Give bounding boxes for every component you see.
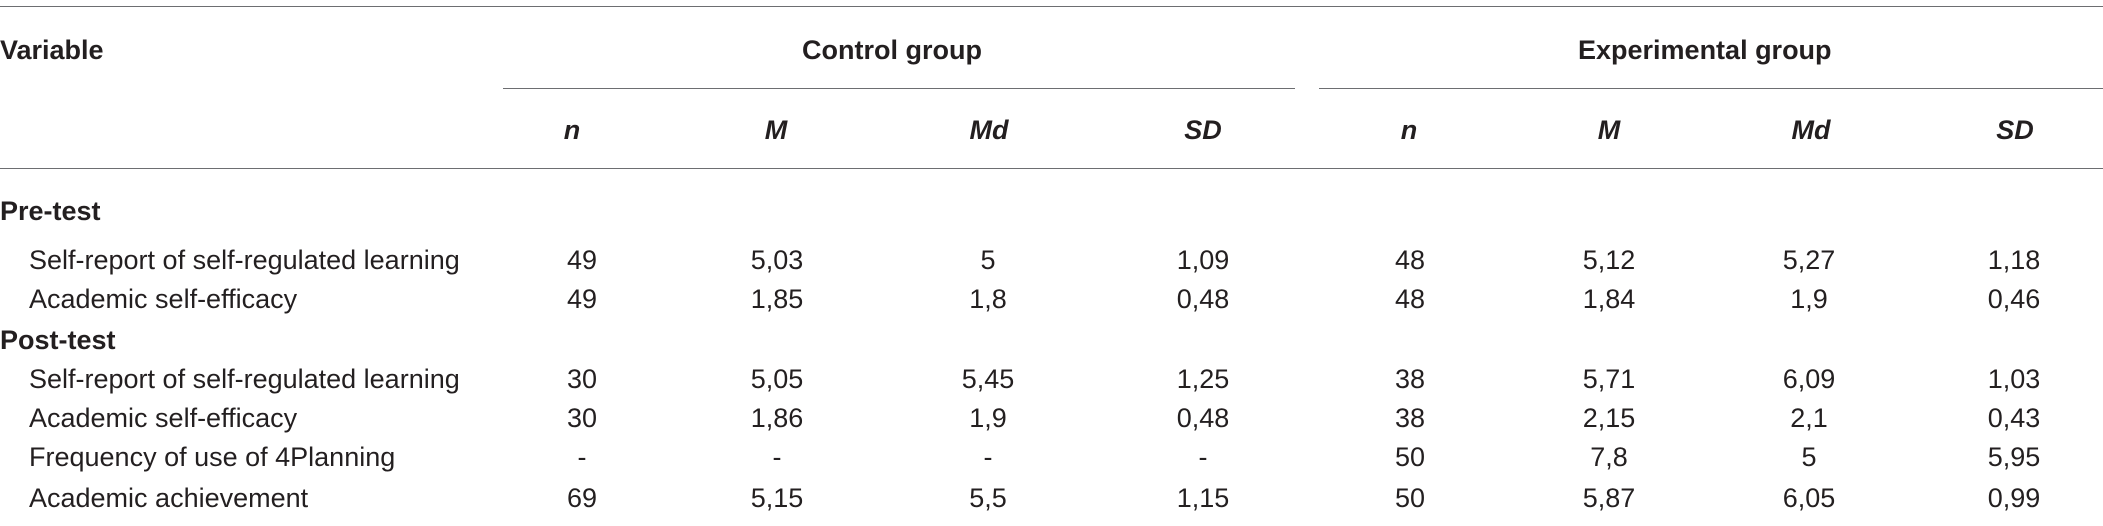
cell: - [983,442,993,472]
cell: 1,18 [1987,245,2041,275]
cell: 5,05 [750,364,804,394]
cell: 6,05 [1782,483,1836,513]
cell: 2,1 [1790,403,1828,433]
section-label: Pre-test [0,196,101,226]
cell: 1,9 [969,403,1007,433]
cell: 1,9 [1790,284,1828,314]
col-header-md-control: Md [969,115,1009,145]
cell: 49 [566,284,598,314]
cell: 5,45 [961,364,1015,394]
cell: 0,46 [1987,284,2041,314]
cell: 30 [566,403,598,433]
section-label: Post-test [0,325,116,355]
cell: 5,95 [1987,442,2041,472]
cell: 1,85 [750,284,804,314]
col-header-n-experimental: n [1400,115,1418,145]
cell: 5,15 [750,483,804,513]
col-header-m-experimental: M [1597,115,1621,145]
cell: 48 [1394,245,1426,275]
cell: 1,84 [1582,284,1636,314]
cell: 49 [566,245,598,275]
col-header-n-control: n [563,115,581,145]
cell: - [1198,442,1208,472]
cell: 48 [1394,284,1426,314]
cell: - [772,442,782,472]
cell: 6,09 [1782,364,1836,394]
cell: 0,43 [1987,403,2041,433]
variable-header: Variable [0,35,104,65]
col-header-m-control: M [764,115,788,145]
cell: 0,48 [1176,403,1230,433]
row-variable: Self-report of self-regulated learning [29,245,460,275]
row-variable: Self-report of self-regulated learning [29,364,460,394]
row-variable: Frequency of use of 4Planning [29,442,396,472]
cell: 50 [1394,442,1426,472]
row-variable: Academic self-efficacy [29,284,298,314]
cell: 1,86 [750,403,804,433]
cell: 5 [1801,442,1817,472]
cell: 0,99 [1987,483,2041,513]
cell: 0,48 [1176,284,1230,314]
cell: 2,15 [1582,403,1636,433]
col-header-sd-control: SD [1184,115,1222,145]
cell: 7,8 [1590,442,1628,472]
experimental-group-header: Experimental group [1578,35,1832,65]
cell: 1,25 [1176,364,1230,394]
cell: 69 [566,483,598,513]
experimental-group-rule [1319,88,2103,89]
cell: 5,03 [750,245,804,275]
cell: 5,5 [969,483,1007,513]
control-group-header: Control group [802,35,982,65]
cell: 5,12 [1582,245,1636,275]
cell: 5,71 [1582,364,1636,394]
cell: 1,8 [969,284,1007,314]
cell: - [577,442,587,472]
cell: 5,87 [1582,483,1636,513]
row-variable: Academic achievement [29,483,309,513]
header-bottom-rule [0,168,2103,169]
col-header-sd-experimental: SD [1996,115,2034,145]
control-group-rule [503,88,1295,89]
cell: 30 [566,364,598,394]
row-variable: Academic self-efficacy [29,403,298,433]
cell: 38 [1394,364,1426,394]
cell: 1,15 [1176,483,1230,513]
cell: 50 [1394,483,1426,513]
cell: 5,27 [1782,245,1836,275]
col-header-md-experimental: Md [1791,115,1831,145]
cell: 1,09 [1176,245,1230,275]
cell: 5 [980,245,996,275]
top-rule [0,6,2103,7]
cell: 1,03 [1987,364,2041,394]
cell: 38 [1394,403,1426,433]
